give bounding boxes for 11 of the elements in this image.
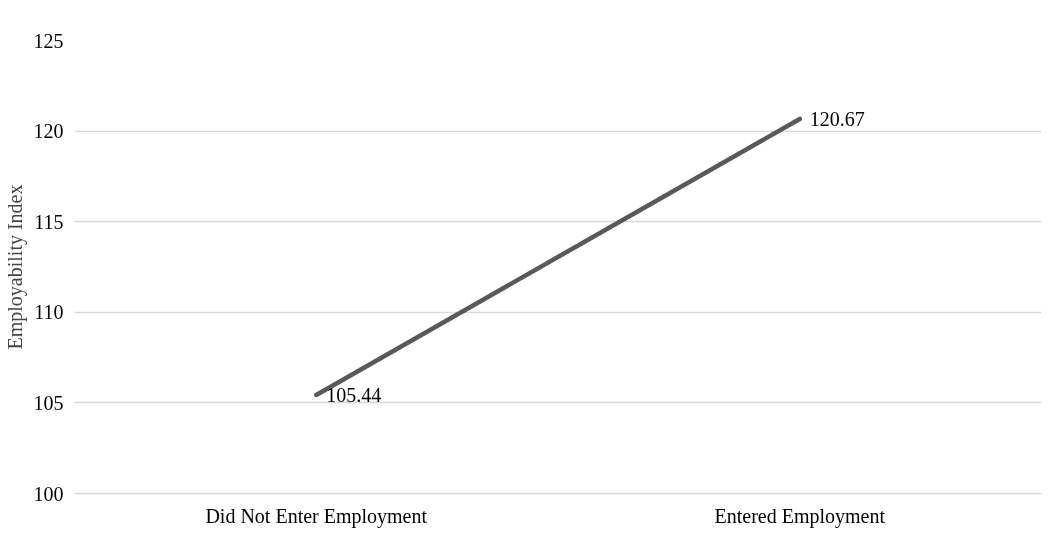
x-tick-label: Entered Employment xyxy=(714,504,886,528)
y-tick-label: 100 xyxy=(33,482,64,505)
data-label: 105.44 xyxy=(326,383,382,406)
y-tick-label: 105 xyxy=(33,391,64,414)
x-tick-label: Did Not Enter Employment xyxy=(205,504,428,528)
y-axis-title: Employability Index xyxy=(3,184,27,350)
y-tick-label: 125 xyxy=(33,29,64,52)
y-tick-label: 120 xyxy=(33,120,64,143)
y-tick-label: 110 xyxy=(34,301,64,324)
data-label: 120.67 xyxy=(809,107,865,130)
y-tick-label: 115 xyxy=(34,210,64,233)
